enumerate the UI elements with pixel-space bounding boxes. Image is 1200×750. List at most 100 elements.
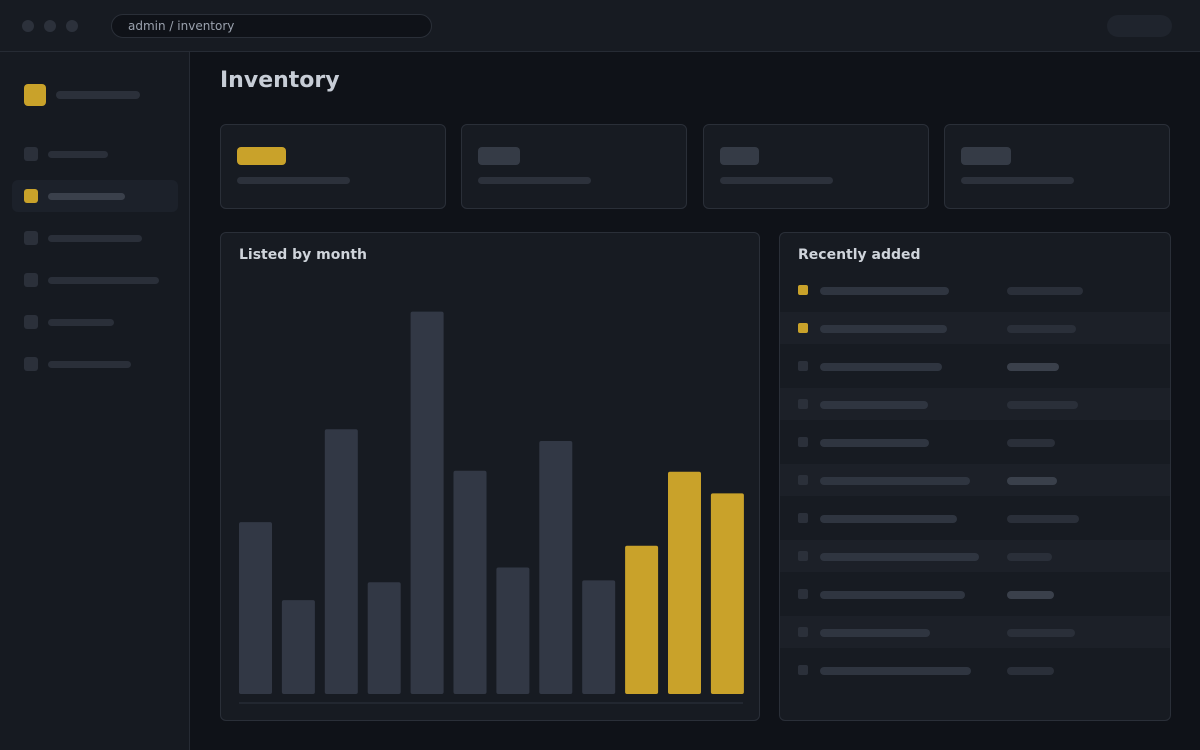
nav-item-label-placeholder (48, 193, 125, 200)
bar-6[interactable] (453, 470, 487, 694)
nav-item-label-placeholder (48, 151, 108, 158)
item-name-placeholder (820, 515, 957, 523)
item-name-placeholder (820, 439, 929, 447)
bar-chart (239, 311, 744, 704)
item-name-placeholder (820, 363, 942, 371)
item-meta-placeholder (1007, 325, 1076, 333)
sidebar-item-inventory[interactable] (12, 180, 178, 212)
stat-label-placeholder (961, 177, 1074, 184)
item-status-icon (798, 437, 808, 447)
item-name-placeholder (820, 553, 979, 561)
list-item[interactable] (780, 654, 1170, 686)
item-name-placeholder (820, 401, 928, 409)
item-meta-placeholder (1007, 477, 1057, 485)
bar-1[interactable] (239, 522, 272, 694)
stat-card-2[interactable] (461, 124, 687, 209)
sidebar-item-3[interactable] (12, 222, 178, 254)
sidebar-item-6[interactable] (12, 348, 178, 380)
stat-label-placeholder (237, 177, 350, 184)
item-status-icon (798, 285, 808, 295)
item-status-icon (798, 399, 808, 409)
item-status-icon (798, 589, 808, 599)
nav-item-icon (24, 315, 38, 329)
list-item[interactable] (780, 350, 1170, 382)
item-status-icon (798, 665, 808, 675)
nav-item-label-placeholder (48, 235, 142, 242)
bar-4[interactable] (367, 582, 401, 694)
stat-card-4[interactable] (944, 124, 1170, 209)
stat-card-1[interactable] (220, 124, 446, 209)
nav-item-icon (24, 147, 38, 161)
list-item[interactable] (780, 388, 1170, 420)
nav-item-label-placeholder (48, 361, 131, 368)
bar-2[interactable] (281, 600, 315, 694)
stat-value-placeholder (478, 147, 520, 165)
bar-8[interactable] (539, 441, 573, 694)
bar-12[interactable] (710, 493, 744, 694)
window-maximize-icon[interactable] (66, 20, 78, 32)
app-name-placeholder (56, 91, 140, 99)
recent-panel: Recently added (779, 232, 1171, 721)
bar-3[interactable] (324, 429, 358, 694)
sidebar-item-5[interactable] (12, 306, 178, 338)
stat-label-placeholder (478, 177, 591, 184)
chart-title: Listed by month (239, 247, 367, 263)
item-meta-placeholder (1007, 401, 1078, 409)
item-meta-placeholder (1007, 439, 1055, 447)
bar-9[interactable] (582, 580, 616, 694)
item-name-placeholder (820, 325, 947, 333)
item-meta-placeholder (1007, 515, 1079, 523)
nav-item-icon (24, 231, 38, 245)
nav-item-label-placeholder (48, 277, 159, 284)
sidebar (0, 52, 190, 750)
bar-10[interactable] (625, 545, 659, 694)
sidebar-item-1[interactable] (12, 138, 178, 170)
bar-5[interactable] (410, 311, 444, 694)
list-item[interactable] (780, 464, 1170, 496)
nav-item-icon (24, 189, 38, 203)
account-button[interactable] (1107, 15, 1172, 37)
nav-item-icon (24, 357, 38, 371)
stat-value-placeholder (720, 147, 759, 165)
item-meta-placeholder (1007, 667, 1054, 675)
bar-11[interactable] (668, 471, 701, 694)
list-item[interactable] (780, 502, 1170, 534)
stat-card-3[interactable] (703, 124, 929, 209)
item-status-icon (798, 361, 808, 371)
item-meta-placeholder (1007, 287, 1083, 295)
list-item[interactable] (780, 578, 1170, 610)
item-status-icon (798, 627, 808, 637)
item-meta-placeholder (1007, 591, 1054, 599)
item-name-placeholder (820, 477, 970, 485)
stat-value-placeholder (961, 147, 1011, 165)
item-meta-placeholder (1007, 363, 1059, 371)
page-title: Inventory (220, 68, 340, 93)
nav-item-label-placeholder (48, 319, 114, 326)
window-close-icon[interactable] (22, 20, 34, 32)
list-item[interactable] (780, 616, 1170, 648)
sidebar-item-4[interactable] (12, 264, 178, 296)
nav-item-icon (24, 273, 38, 287)
item-status-icon (798, 475, 808, 485)
bar-7[interactable] (496, 567, 530, 695)
chart-panel: Listed by month (220, 232, 760, 721)
item-status-icon (798, 323, 808, 333)
list-item[interactable] (780, 274, 1170, 306)
window-minimize-icon[interactable] (44, 20, 56, 32)
item-meta-placeholder (1007, 629, 1075, 637)
item-name-placeholder (820, 287, 949, 295)
window-titlebar: admin / inventory (0, 0, 1200, 52)
recent-title: Recently added (798, 247, 921, 263)
list-item[interactable] (780, 312, 1170, 344)
list-item[interactable] (780, 540, 1170, 572)
item-status-icon (798, 551, 808, 561)
item-status-icon (798, 513, 808, 523)
stat-value-placeholder (237, 147, 286, 165)
address-bar[interactable]: admin / inventory (111, 14, 432, 38)
item-name-placeholder (820, 591, 965, 599)
item-name-placeholder (820, 629, 930, 637)
app-logo-icon (24, 84, 46, 106)
item-meta-placeholder (1007, 553, 1052, 561)
stat-label-placeholder (720, 177, 833, 184)
list-item[interactable] (780, 426, 1170, 458)
